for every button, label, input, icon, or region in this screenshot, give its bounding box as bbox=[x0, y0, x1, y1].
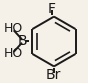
Text: Br: Br bbox=[46, 68, 61, 82]
Text: HO: HO bbox=[3, 47, 23, 60]
Text: F: F bbox=[48, 2, 56, 16]
Text: B: B bbox=[18, 34, 27, 48]
Text: HO: HO bbox=[3, 22, 23, 35]
